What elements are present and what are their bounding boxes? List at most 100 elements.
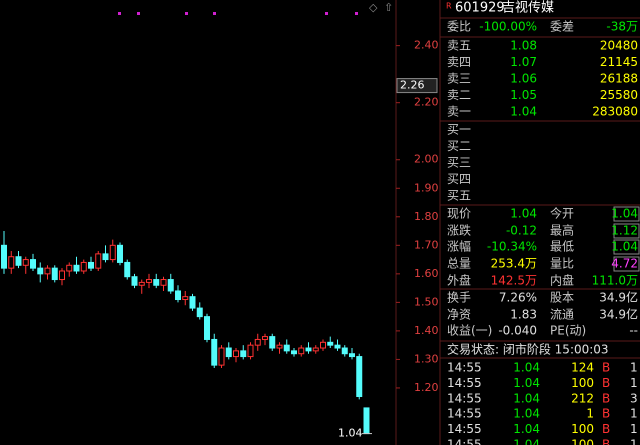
candle-body [22,259,29,266]
trade-price: 1.04 [513,407,540,421]
trade-price: 1.04 [513,438,540,445]
ask-label: 卖一 [447,105,471,119]
y-tick-label: 1.20 [414,381,439,394]
ask-label: 卖二 [447,88,471,102]
y-tick-label: 2.00 [414,153,439,166]
low-label: 1.04 [338,427,363,440]
bid-label: 买五 [447,189,471,203]
y-tick-label: 1.70 [414,238,439,251]
up-icon: ⇧ [384,1,393,14]
stat-label: PE(动) [550,324,586,338]
stat-label: 外盘 [447,273,471,288]
stat-label: 现价 [447,207,471,221]
stat-label: 最高 [550,223,574,238]
candle-body [269,336,276,349]
value: -38万 [606,20,638,34]
candle-body [305,347,312,352]
ask-label: 卖三 [447,72,471,86]
candle-body [247,344,254,358]
ask-price: 1.05 [510,88,537,102]
stat-value: 1.12 [611,224,638,238]
stat-value: 253.4万 [491,257,537,271]
ask-price: 1.08 [510,39,537,53]
y-tick-label: 1.50 [414,295,439,308]
candle-body [124,261,131,278]
bid-label: 买四 [447,172,471,186]
stat-value: 34.9亿 [599,307,638,322]
price-marker-label: 2.26 [400,79,425,92]
trade-count: 1 [630,422,638,436]
y-tick-label: 2.20 [414,96,439,109]
stat-value: 1.04 [611,240,638,254]
trade-time: 14:55 [447,422,482,436]
stat-label: 量比 [550,257,574,271]
trade-time: 14:55 [447,407,482,421]
trade-price: 1.04 [513,391,540,405]
candle-body [117,244,123,263]
candle-body [298,347,305,355]
stat-value: 1.04 [510,207,537,221]
trade-volume: 100 [571,422,594,436]
candle-body [167,279,174,292]
ask-volume: 21145 [600,55,638,69]
candle-body [189,296,196,309]
stat-value: 1.83 [510,308,537,322]
candle-body [88,261,94,269]
bid-label: 买二 [447,139,471,153]
trade-volume: 212 [571,391,594,405]
candle-body [204,316,210,340]
candle-body [80,261,87,272]
trade-price: 1.04 [513,376,540,390]
y-tick-label: 2.40 [414,39,439,52]
stat-value: 4.72 [611,257,638,271]
stat-value: -0.040 [498,324,537,338]
candle-body [109,244,116,261]
diamond-icon: ◇ [369,1,378,14]
ask-volume: 283080 [592,105,638,119]
stat-value: 34.9亿 [599,290,638,305]
stat-label: 流通 [550,308,574,322]
ask-price: 1.07 [510,55,537,69]
value-box [613,256,640,272]
value-box [613,206,640,222]
ask-volume: 26188 [600,72,638,86]
trade-side: B [602,438,610,445]
candle-body [1,244,7,269]
candle-body [334,344,341,349]
candle-body [73,264,80,272]
candle-body [312,347,319,352]
stat-label: 股本 [550,291,574,305]
candle-body [291,350,297,355]
candle-body [182,296,189,301]
candle-body [175,290,181,301]
ask-price: 1.04 [510,105,537,119]
candle-body [363,407,370,435]
y-tick-label: 1.90 [414,181,439,194]
trade-status: 交易状态: 闭市阶段 15:00:03 [447,342,609,357]
candle-body [254,338,261,346]
candle-body [37,267,44,275]
trade-count: 1 [630,407,638,421]
y-tick-label: 1.80 [414,210,439,223]
ask-label: 卖四 [447,55,471,69]
candle-body [95,253,102,269]
stat-label: 最低 [550,240,574,254]
trade-volume: 124 [571,361,594,375]
candle-body [211,338,218,366]
candle-body [320,341,326,349]
candle-body [66,264,73,272]
stat-label: 总量 [447,257,471,271]
stat-label: 今开 [550,206,574,221]
candle-body [153,279,160,286]
bid-label: 买一 [447,123,471,137]
candle-body [218,347,225,366]
stat-value: 111.0万 [592,274,638,288]
ask-volume: 25580 [600,88,638,102]
stat-value: -0.12 [506,224,537,238]
candle-body [51,267,58,281]
candle-body [233,350,239,358]
trade-count: 3 [630,391,638,405]
trade-side: B [602,361,610,375]
candle-body [146,279,152,283]
candle-body [102,253,109,261]
